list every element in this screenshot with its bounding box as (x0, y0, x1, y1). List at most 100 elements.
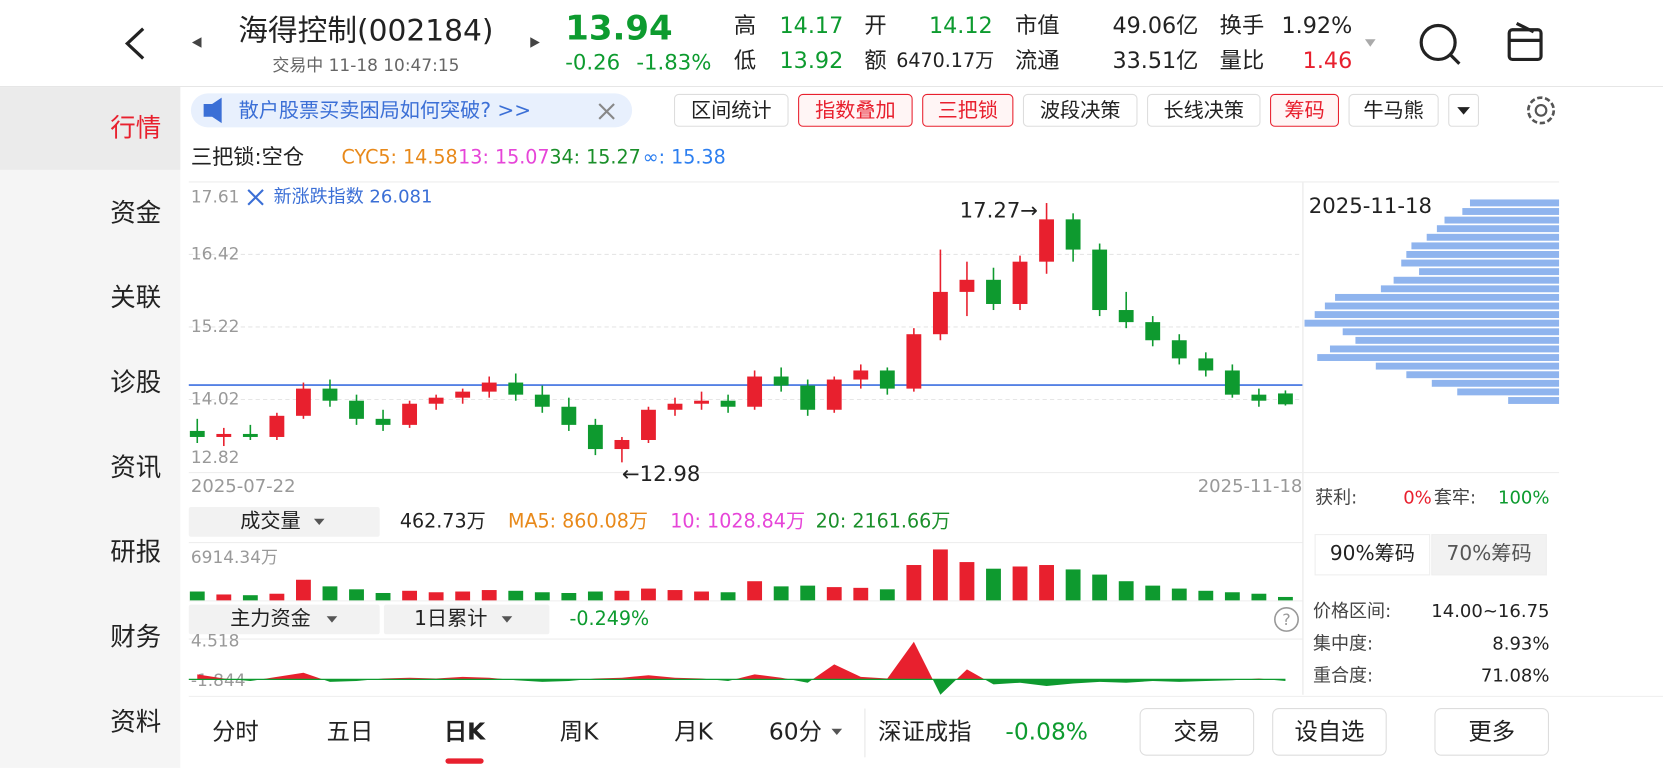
period-tab[interactable]: 日K (444, 717, 486, 745)
candle-body (1092, 249, 1108, 311)
volume-bar (1065, 569, 1081, 601)
sidebar-item[interactable]: 研报 (110, 538, 161, 568)
candle-body (189, 430, 205, 437)
sidebar-item[interactable]: 行情 (110, 113, 161, 143)
period-tab[interactable]: 60分 (769, 717, 822, 745)
volume-button-label: 成交量 (240, 508, 300, 532)
candle-body (322, 388, 338, 401)
chip-bar (1411, 242, 1560, 250)
chip-bar (1393, 276, 1560, 284)
candle-body (402, 403, 418, 425)
tool-button[interactable] (1270, 93, 1339, 127)
candle-body (1065, 219, 1081, 250)
banner[interactable] (190, 93, 633, 128)
volume-bar (534, 592, 550, 601)
fund-button[interactable] (188, 604, 380, 635)
high-note: 17.27→ (960, 199, 1038, 224)
close-icon[interactable] (598, 103, 615, 120)
y-tick-label: 14.02 (191, 388, 240, 408)
period-tab[interactable]: 周K (560, 717, 599, 745)
sidebar-item[interactable]: 诊股 (110, 368, 161, 398)
index-close-icon[interactable] (247, 189, 264, 206)
candle-body (216, 433, 232, 437)
stat-label: 市值 (1015, 13, 1060, 39)
volume-bar (481, 590, 497, 601)
volume-bar (641, 588, 656, 601)
end-date: 2025-11-18 (1198, 476, 1303, 497)
candle-body (959, 279, 975, 292)
trapped-value: 100% (1498, 488, 1550, 509)
dropdown-icon (831, 728, 843, 736)
chip-bar (1431, 379, 1560, 387)
settings-icon[interactable] (1526, 96, 1556, 125)
volume-bar (296, 579, 311, 601)
chip-bar (1462, 208, 1560, 215)
chip-stat-value: 8.93% (1492, 633, 1549, 654)
bottom-button[interactable] (1272, 708, 1387, 756)
chip-bar (1375, 362, 1560, 370)
expand-icon[interactable] (1364, 39, 1376, 47)
period-tab[interactable]: 五日 (327, 717, 374, 745)
fund-button-label: 主力资金 (230, 606, 311, 630)
sidebar-item[interactable]: 资讯 (110, 453, 161, 483)
low-note: ←12.98 (622, 462, 700, 487)
stat-label: 量比 (1220, 48, 1265, 74)
chip-stat-value: 71.08% (1481, 666, 1550, 687)
chip-bar (1317, 354, 1560, 361)
tool-button[interactable] (1348, 93, 1439, 127)
stock-title: 海得控制(002184) (238, 13, 493, 48)
tool-button[interactable] (674, 93, 789, 127)
tool-button[interactable] (798, 93, 913, 127)
volume-bar (242, 595, 258, 601)
y-tick-label: 17.61 (191, 186, 240, 206)
candle-body (1224, 370, 1240, 395)
chip-stat-value: 14.00~16.75 (1431, 601, 1549, 622)
start-date: 2025-07-22 (191, 476, 296, 497)
prev-icon[interactable] (191, 37, 202, 48)
chip-bar (1304, 319, 1560, 327)
period-button[interactable] (383, 604, 550, 635)
chip-bar (1335, 293, 1560, 301)
volume-button[interactable] (188, 507, 380, 537)
candle-body (1171, 340, 1187, 359)
candle-body (349, 400, 364, 419)
calendar-icon[interactable] (1507, 21, 1543, 62)
help-text[interactable]: ? (1282, 610, 1290, 629)
sidebar (0, 87, 181, 768)
candle-body (720, 400, 736, 407)
candle-body (375, 418, 391, 425)
tool-button[interactable] (922, 93, 1014, 127)
price: 13.94 (565, 9, 672, 48)
chip-tab[interactable] (1314, 534, 1431, 576)
period-tab[interactable]: 月K (674, 717, 713, 745)
sidebar-item[interactable]: 资金 (110, 198, 161, 228)
search-icon[interactable] (1419, 23, 1461, 65)
y-tick-label: 12.82 (191, 447, 240, 467)
tool-button-label: 指数叠加 (815, 98, 896, 122)
chip-bar (1355, 336, 1560, 344)
volume-bar (428, 592, 444, 601)
chip-bar (1314, 311, 1560, 319)
bottom-button[interactable] (1139, 708, 1255, 756)
sidebar-item[interactable]: 资料 (110, 707, 161, 737)
tool-button[interactable] (1147, 93, 1261, 127)
banner-text[interactable]: 散户股票买卖困局如何突破? >> (239, 98, 532, 122)
chip-stat-label: 价格区间: (1313, 601, 1391, 622)
chip-bar (1324, 302, 1560, 310)
tool-button[interactable] (1022, 93, 1138, 127)
back-icon[interactable] (124, 27, 145, 60)
period-tab[interactable]: 分时 (212, 717, 259, 745)
bottom-button[interactable] (1434, 708, 1549, 756)
help-icon[interactable] (1274, 606, 1299, 632)
tool-button-label: 长线决策 (1163, 98, 1244, 122)
dropdown-icon (313, 518, 325, 526)
next-icon[interactable] (530, 37, 540, 48)
volume-bar (614, 590, 630, 601)
volume-bar (879, 589, 895, 601)
chip-tab[interactable] (1431, 534, 1547, 576)
bottom-button-label: 交易 (1174, 717, 1221, 745)
sidebar-item[interactable]: 关联 (110, 283, 161, 313)
candle-body (800, 385, 816, 410)
sidebar-item[interactable]: 财务 (110, 623, 161, 653)
